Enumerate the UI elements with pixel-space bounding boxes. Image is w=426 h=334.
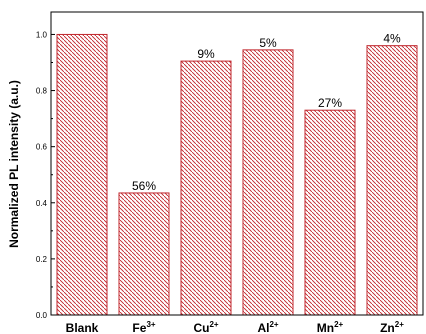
x-tick-label-3: Al2+ — [257, 320, 278, 334]
y-tick-label-3: 0.6 — [36, 143, 48, 152]
y-tick-label-5: 1.0 — [36, 30, 48, 39]
bar-2 — [180, 60, 232, 316]
x-tick-label-0: Blank — [66, 321, 99, 334]
x-tick-label-4: Mn2+ — [317, 320, 344, 334]
x-tick-label-1: Fe3+ — [132, 320, 155, 334]
bar-1 — [118, 192, 170, 316]
y-tick-label-1: 0.2 — [36, 255, 48, 264]
data-label-1: 56% — [132, 179, 156, 193]
plot-area: Blank 56% Fe3+ 9% Cu2+ 5% Al2+ 27% Mn2+ 4% Zn2+ 0.0… — [36, 11, 424, 334]
data-label-3: 5% — [259, 36, 277, 50]
x-tick-label-5: Zn2+ — [380, 320, 404, 334]
bar-5 — [366, 45, 418, 316]
y-axis-title: Normalized PL intensity (a.u.) — [7, 80, 21, 248]
bar-0 — [56, 33, 108, 316]
plot-frame — [50, 11, 424, 316]
data-label-2: 9% — [197, 47, 215, 61]
bar-3 — [242, 49, 294, 316]
y-tick-label-0: 0.0 — [36, 311, 48, 320]
y-tick-label-4: 0.8 — [36, 87, 48, 96]
data-label-4: 27% — [318, 96, 342, 110]
data-label-5: 4% — [383, 32, 401, 46]
bar-4 — [304, 109, 356, 316]
x-tick-label-2: Cu2+ — [193, 320, 218, 334]
y-tick-label-2: 0.4 — [36, 199, 48, 208]
